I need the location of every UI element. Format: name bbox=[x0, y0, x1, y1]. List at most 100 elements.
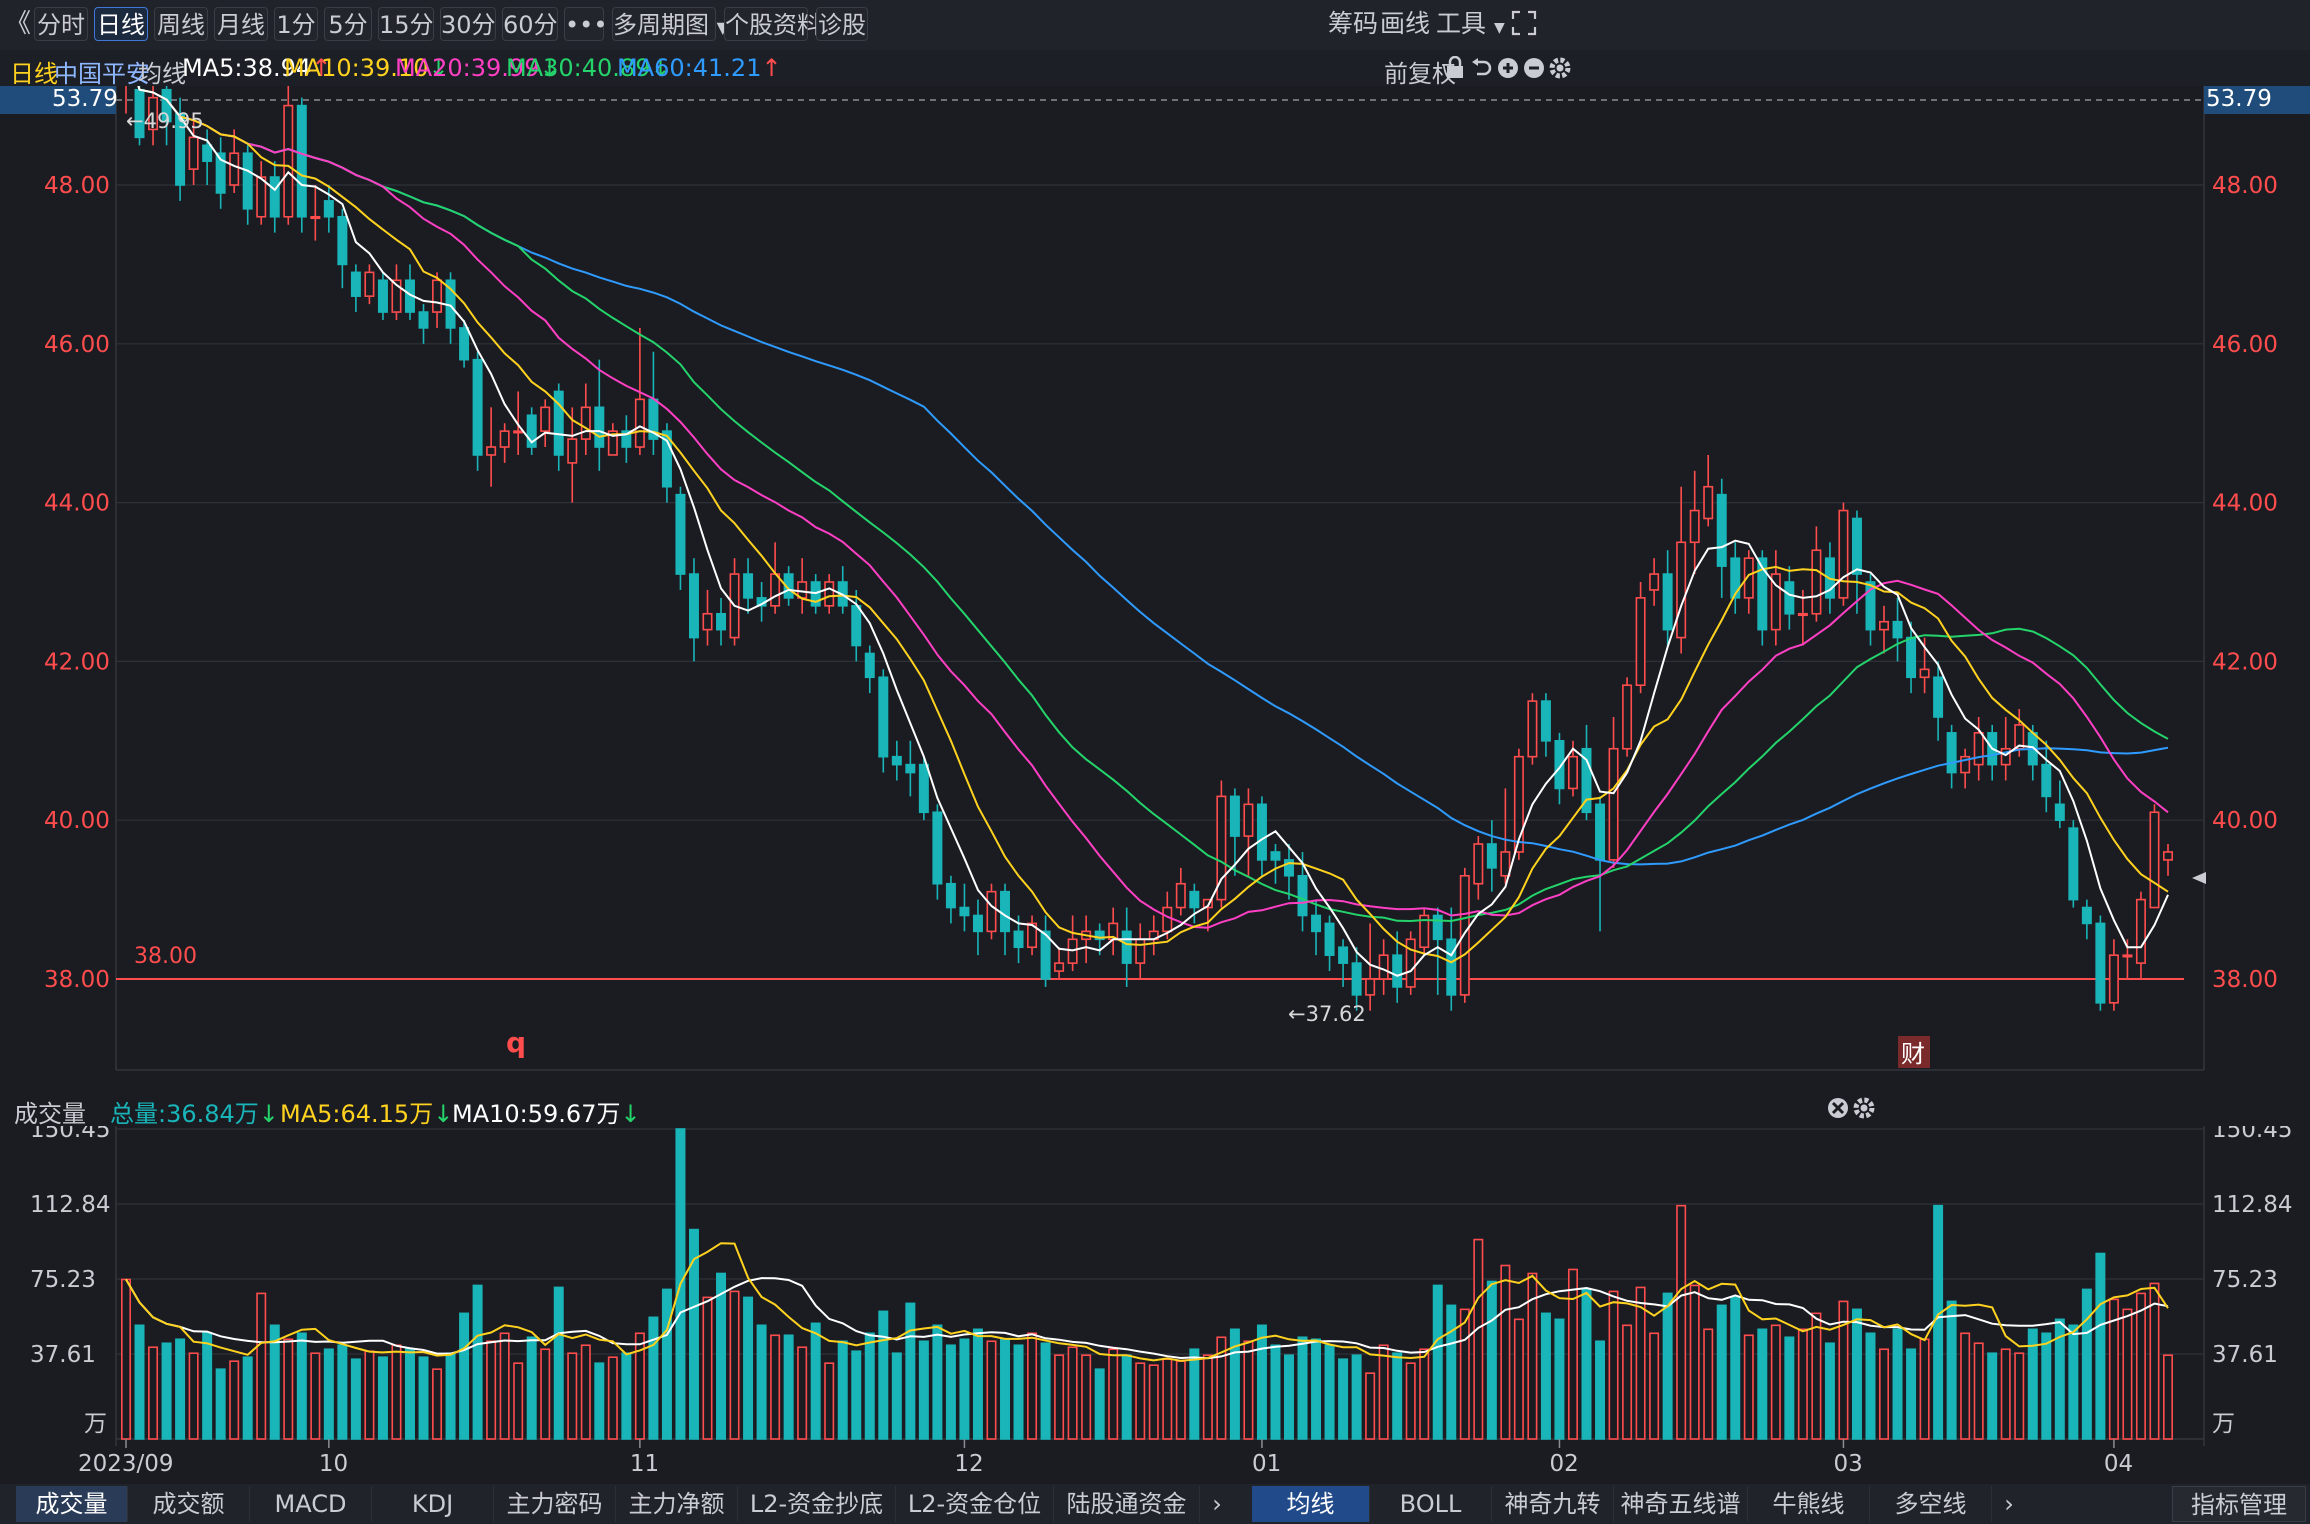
volume-bar[interactable] bbox=[1906, 1348, 1917, 1440]
volume-bar[interactable] bbox=[2095, 1252, 2106, 1440]
candle-body[interactable] bbox=[824, 581, 835, 607]
volume-bar[interactable] bbox=[1811, 1312, 1822, 1440]
volume-bar[interactable] bbox=[229, 1360, 240, 1440]
volume-bar[interactable] bbox=[1987, 1352, 1998, 1440]
volume-bar[interactable] bbox=[1243, 1340, 1254, 1440]
candle-body[interactable] bbox=[283, 104, 294, 218]
candle-body[interactable] bbox=[702, 612, 713, 631]
candle-body[interactable] bbox=[1784, 581, 1795, 615]
price-chart[interactable]: 53.79 53.79 48.00 48.00 46.00 46.00 44.00 44.… bbox=[0, 86, 2310, 1090]
candle-body[interactable] bbox=[418, 311, 429, 329]
candle-body[interactable] bbox=[891, 755, 902, 766]
multi-period-dropdown[interactable]: 多周期图 ▼ bbox=[612, 7, 729, 41]
volume-bar[interactable] bbox=[1770, 1324, 1781, 1440]
volume-bar[interactable] bbox=[2163, 1354, 2173, 1440]
candle-body[interactable] bbox=[1973, 732, 1984, 766]
volume-bar[interactable] bbox=[134, 1324, 145, 1440]
volume-bar[interactable] bbox=[1554, 1318, 1565, 1440]
candle-body[interactable] bbox=[1933, 676, 1944, 718]
tab-kdj[interactable]: KDJ bbox=[372, 1486, 494, 1522]
candle-body[interactable] bbox=[1567, 755, 1578, 790]
financial-report-marker[interactable] bbox=[1898, 1036, 1930, 1068]
candle-body[interactable] bbox=[1311, 914, 1322, 933]
candle-body[interactable] bbox=[1405, 938, 1416, 988]
volume-bar[interactable] bbox=[1933, 1204, 1944, 1440]
volume-bar[interactable] bbox=[1473, 1238, 1484, 1440]
volume-bar[interactable] bbox=[688, 1228, 699, 1440]
volume-bar[interactable] bbox=[878, 1310, 889, 1440]
candle-body[interactable] bbox=[486, 446, 497, 456]
candle-body[interactable] bbox=[1459, 874, 1470, 996]
undo-icon[interactable] bbox=[1470, 56, 1494, 80]
tab-5min[interactable]: 5分 bbox=[324, 7, 372, 41]
volume-bar[interactable] bbox=[959, 1338, 970, 1440]
tab-macd[interactable]: MACD bbox=[250, 1486, 372, 1522]
candle-body[interactable] bbox=[1013, 930, 1024, 949]
candle-body[interactable] bbox=[580, 406, 591, 440]
candle-body[interactable] bbox=[377, 279, 388, 313]
candle-body[interactable] bbox=[1175, 882, 1186, 909]
candle-body[interactable] bbox=[607, 430, 618, 456]
candle-body[interactable] bbox=[1297, 874, 1308, 917]
tools-dropdown[interactable]: 工具 ▼ bbox=[1436, 7, 1505, 41]
candle-body[interactable] bbox=[1446, 938, 1457, 996]
candle-body[interactable] bbox=[567, 438, 578, 464]
candle-body[interactable] bbox=[1486, 843, 1497, 869]
volume-bar[interactable] bbox=[1229, 1328, 1240, 1440]
expand-icon[interactable] bbox=[1510, 10, 1538, 38]
volume-bar[interactable] bbox=[1311, 1338, 1322, 1440]
volume-bar[interactable] bbox=[1662, 1292, 1673, 1440]
volume-bar[interactable] bbox=[1094, 1368, 1105, 1440]
candle-body[interactable] bbox=[972, 914, 983, 933]
volume-bar[interactable] bbox=[364, 1350, 375, 1440]
candle-body[interactable] bbox=[1906, 636, 1917, 679]
volume-bar[interactable] bbox=[1527, 1272, 1538, 1440]
volume-bar[interactable] bbox=[499, 1332, 510, 1440]
volume-bar[interactable] bbox=[310, 1352, 321, 1440]
candle-body[interactable] bbox=[1554, 739, 1565, 790]
candle-body[interactable] bbox=[526, 414, 537, 448]
volume-bar[interactable] bbox=[1365, 1372, 1376, 1440]
candle-body[interactable] bbox=[2149, 811, 2160, 909]
more-periods-button[interactable]: ••• bbox=[564, 7, 607, 41]
volume-bar[interactable] bbox=[2041, 1332, 2052, 1440]
candle-body[interactable] bbox=[432, 279, 443, 313]
volume-bar[interactable] bbox=[323, 1348, 334, 1440]
candle-body[interactable] bbox=[1378, 954, 1389, 980]
volume-bar[interactable] bbox=[810, 1322, 821, 1440]
tab-daily[interactable]: 日线 bbox=[94, 7, 148, 41]
volume-bar[interactable] bbox=[1216, 1336, 1227, 1440]
volume-bar[interactable] bbox=[553, 1286, 564, 1440]
event-marker-q[interactable]: q bbox=[506, 1026, 526, 1059]
tab-30min[interactable]: 30分 bbox=[440, 7, 496, 41]
candle-body[interactable] bbox=[986, 890, 997, 933]
candle-body[interactable] bbox=[215, 152, 226, 194]
volume-bar[interactable] bbox=[1027, 1332, 1038, 1440]
candle-body[interactable] bbox=[242, 152, 253, 210]
volume-bar[interactable] bbox=[1946, 1300, 1957, 1440]
tab-15min[interactable]: 15分 bbox=[378, 7, 434, 41]
candle-body[interactable] bbox=[1432, 914, 1443, 941]
candle-body[interactable] bbox=[472, 358, 483, 456]
volume-bar[interactable] bbox=[607, 1356, 618, 1440]
candle-body[interactable] bbox=[1513, 755, 1524, 853]
volume-bar[interactable] bbox=[770, 1334, 781, 1440]
candle-body[interactable] bbox=[675, 493, 686, 575]
candle-body[interactable] bbox=[1879, 620, 1890, 631]
volume-bar[interactable] bbox=[1162, 1358, 1173, 1440]
volume-bar[interactable] bbox=[269, 1324, 280, 1440]
candle-body[interactable] bbox=[2163, 851, 2173, 861]
tab-60min[interactable]: 60分 bbox=[502, 7, 558, 41]
volume-bar[interactable] bbox=[1649, 1332, 1660, 1440]
volume-bar[interactable] bbox=[1581, 1288, 1592, 1440]
candle-body[interactable] bbox=[1054, 962, 1065, 972]
volume-bar[interactable] bbox=[1189, 1348, 1200, 1440]
volume-bar[interactable] bbox=[986, 1340, 997, 1440]
volume-bar[interactable] bbox=[1540, 1312, 1551, 1440]
candle-body[interactable] bbox=[1662, 573, 1673, 631]
volume-bar[interactable] bbox=[1148, 1364, 1159, 1440]
volume-bar[interactable] bbox=[1067, 1346, 1078, 1440]
volume-chart[interactable]: 150.45 150.45 112.84 112.84 75.23 75.23 37.61 3… bbox=[0, 1126, 2310, 1484]
candle-body[interactable] bbox=[202, 144, 213, 162]
volume-bar[interactable] bbox=[1013, 1344, 1024, 1440]
